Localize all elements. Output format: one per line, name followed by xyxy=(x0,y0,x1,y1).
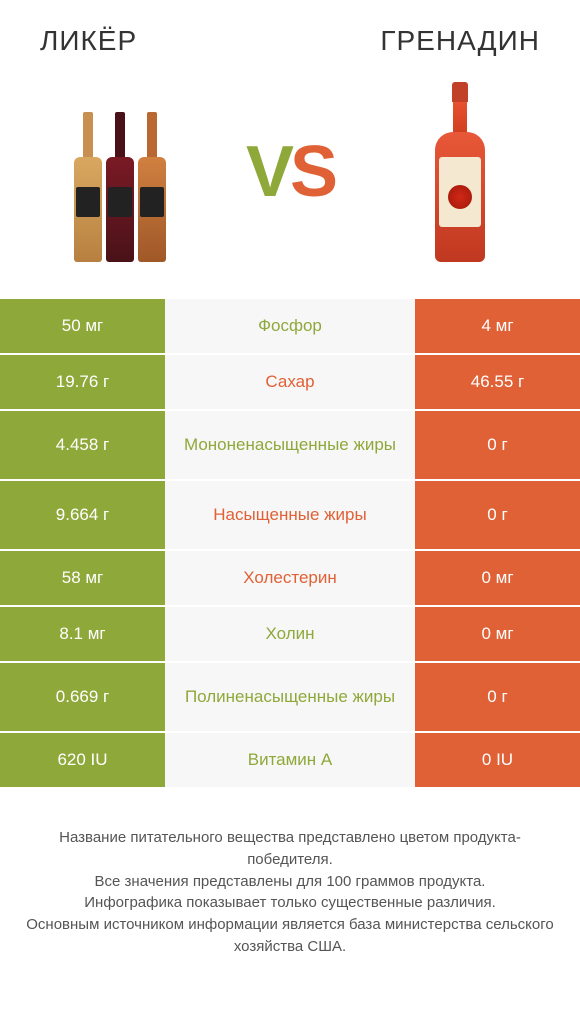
table-row: 4.458 гМононенасыщенные жиры0 г xyxy=(0,409,580,479)
right-value-cell: 0 г xyxy=(415,411,580,479)
left-value-cell: 4.458 г xyxy=(0,411,165,479)
nutrient-name-cell: Полиненасыщенные жиры xyxy=(165,663,415,731)
table-row: 0.669 гПолиненасыщенные жиры0 г xyxy=(0,661,580,731)
liqueur-bottle-icon xyxy=(74,112,102,262)
vs-label: VS xyxy=(246,131,334,213)
left-value-cell: 58 мг xyxy=(0,551,165,605)
right-product-title: ГРЕНАДИН xyxy=(380,25,540,57)
nutrient-name-cell: Насыщенные жиры xyxy=(165,481,415,549)
right-value-cell: 0 мг xyxy=(415,607,580,661)
nutrient-name-cell: Фосфор xyxy=(165,299,415,353)
nutrient-name-cell: Мононенасыщенные жиры xyxy=(165,411,415,479)
vs-v: V xyxy=(246,132,290,212)
table-row: 8.1 мгХолин0 мг xyxy=(0,605,580,661)
right-value-cell: 0 г xyxy=(415,663,580,731)
footer-line: Основным источником информации является … xyxy=(25,914,555,958)
right-value-cell: 0 мг xyxy=(415,551,580,605)
liqueur-bottle-icon xyxy=(106,112,134,262)
vs-row: VS xyxy=(0,67,580,297)
table-row: 58 мгХолестерин0 мг xyxy=(0,549,580,605)
footer-line: Все значения представлены для 100 граммо… xyxy=(25,871,555,893)
footer-line: Инфографика показывает только существенн… xyxy=(25,892,555,914)
nutrient-name-cell: Витамин A xyxy=(165,733,415,787)
left-value-cell: 50 мг xyxy=(0,299,165,353)
nutrient-name-cell: Сахар xyxy=(165,355,415,409)
left-value-cell: 620 IU xyxy=(0,733,165,787)
left-value-cell: 19.76 г xyxy=(0,355,165,409)
header: ЛИКЁР ГРЕНАДИН xyxy=(0,0,580,67)
table-row: 9.664 гНасыщенные жиры0 г xyxy=(0,479,580,549)
right-value-cell: 0 IU xyxy=(415,733,580,787)
right-value-cell: 4 мг xyxy=(415,299,580,353)
table-row: 620 IUВитамин A0 IU xyxy=(0,731,580,787)
right-value-cell: 0 г xyxy=(415,481,580,549)
grenadine-bottle-icon xyxy=(435,82,485,262)
left-value-cell: 8.1 мг xyxy=(0,607,165,661)
footer-line: Название питательного вещества представл… xyxy=(25,827,555,871)
table-row: 50 мгФосфор4 мг xyxy=(0,297,580,353)
vs-s: S xyxy=(290,132,334,212)
table-row: 19.76 гСахар46.55 г xyxy=(0,353,580,409)
liqueur-bottle-icon xyxy=(138,112,166,262)
footer-notes: Название питательного вещества представл… xyxy=(0,787,580,978)
left-product-title: ЛИКЁР xyxy=(40,25,137,57)
left-value-cell: 0.669 г xyxy=(0,663,165,731)
right-product-image xyxy=(370,82,550,262)
comparison-table: 50 мгФосфор4 мг19.76 гСахар46.55 г4.458 … xyxy=(0,297,580,787)
nutrient-name-cell: Холин xyxy=(165,607,415,661)
left-value-cell: 9.664 г xyxy=(0,481,165,549)
nutrient-name-cell: Холестерин xyxy=(165,551,415,605)
left-product-image xyxy=(30,82,210,262)
right-value-cell: 46.55 г xyxy=(415,355,580,409)
